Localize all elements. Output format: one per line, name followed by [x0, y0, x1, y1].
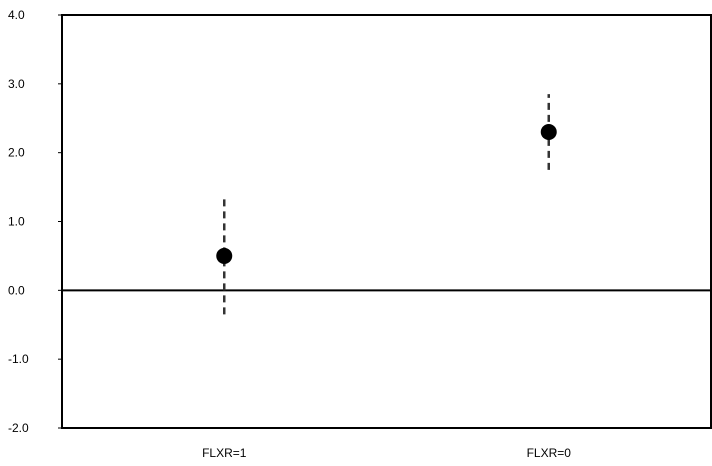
y-tick-label: 3.0	[8, 77, 25, 91]
plot-area-frame	[61, 14, 712, 429]
y-tick-label: 2.0	[8, 146, 25, 160]
data-point	[540, 124, 557, 141]
y-tick-label: 1.0	[8, 215, 25, 229]
x-axis-ticks: FLXR=1 FLXR=0	[202, 446, 571, 460]
x-category-label: FLXR=0	[527, 446, 572, 460]
y-axis-ticks: -2.0 -1.0 0.0 1.0 2.0 3.0 4.0	[8, 8, 62, 435]
y-tick-label: 4.0	[8, 8, 25, 22]
y-tick-label: -1.0	[8, 352, 29, 366]
y-tick-label: 0.0	[8, 283, 25, 297]
data-point	[216, 247, 233, 264]
x-category-label: FLXR=1	[202, 446, 247, 460]
y-tick-label: -2.0	[8, 421, 29, 435]
data-marks	[216, 94, 557, 315]
